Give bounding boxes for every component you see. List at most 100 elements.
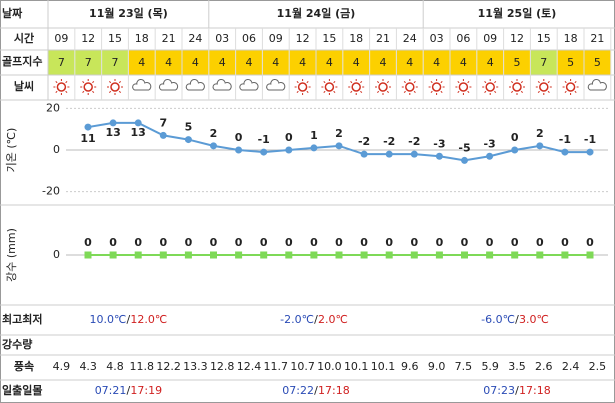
point	[84, 123, 92, 131]
point	[310, 251, 318, 259]
point	[285, 251, 293, 259]
point	[486, 251, 494, 259]
point	[536, 251, 544, 259]
value-label: -3	[433, 137, 445, 150]
point	[461, 156, 468, 164]
sun-ray	[82, 80, 85, 84]
wind: 2.4	[562, 360, 580, 373]
golf-cell	[584, 50, 611, 75]
golf-index: 4	[433, 56, 440, 69]
point	[536, 142, 544, 150]
golf-index: 4	[326, 56, 333, 69]
minmax-min: -2.0℃	[280, 313, 314, 326]
value-label: -2	[358, 135, 370, 148]
row-label: 골프지수	[2, 54, 42, 68]
sun-ray	[350, 90, 353, 94]
wind: 3.5	[508, 360, 526, 373]
sunrise: 07:21	[95, 384, 127, 397]
cloud-icon	[132, 79, 152, 91]
point	[486, 152, 494, 160]
golf-index: 4	[272, 56, 279, 69]
time: 21	[376, 32, 390, 45]
golf-index: 7	[112, 56, 119, 69]
point	[159, 251, 167, 259]
sun-ray	[306, 90, 309, 94]
golf-cell	[477, 50, 504, 75]
wind: 13.3	[183, 360, 208, 373]
time: 09	[483, 32, 497, 45]
point	[159, 131, 167, 139]
sun-ray	[323, 90, 326, 94]
value-label: 0	[360, 236, 368, 249]
value-label: -2	[408, 135, 420, 148]
point	[260, 251, 268, 259]
point	[235, 251, 243, 259]
value-label: 0	[235, 131, 243, 144]
sun-icon	[512, 82, 522, 92]
wind: 4.9	[53, 360, 71, 373]
sun-icon	[485, 82, 495, 92]
cloud-icon	[158, 79, 179, 91]
sun-ray	[413, 80, 416, 84]
cloud-icon	[239, 79, 259, 91]
sun-ray	[386, 90, 390, 94]
sun-ray	[413, 90, 416, 94]
value-label: -2	[383, 135, 395, 148]
sun-ray	[323, 80, 326, 84]
value-label: -1	[559, 133, 571, 146]
point	[235, 146, 243, 154]
golf-cell	[396, 50, 423, 75]
value-label: 0	[486, 236, 494, 249]
sun-ray	[467, 90, 470, 94]
sun-ray	[360, 80, 363, 84]
sun-icon	[405, 82, 415, 92]
value-label: 2	[210, 127, 218, 140]
row-label: 풍속	[14, 360, 34, 373]
sun-ray	[360, 90, 363, 94]
golf-cell	[530, 50, 557, 75]
point	[210, 251, 217, 259]
y-tick-label: 0	[53, 143, 60, 156]
wind: 10.7	[290, 360, 315, 373]
value-label: 0	[536, 236, 544, 249]
golf-cell	[102, 50, 128, 75]
golf-cell	[504, 50, 530, 75]
point	[109, 251, 117, 259]
minmax-max: 2.0℃	[318, 313, 348, 326]
golf-index: 4	[487, 56, 494, 69]
sun-ray	[55, 80, 58, 84]
wind: 9.0	[428, 360, 446, 373]
time: 03	[430, 32, 444, 45]
minmax-min: -6.0℃	[481, 313, 515, 326]
golf-cell	[343, 50, 370, 75]
point	[511, 146, 519, 154]
point	[335, 251, 343, 259]
row-label: 날짜	[2, 6, 23, 20]
y-tick-label: -20	[42, 185, 60, 198]
time: 15	[108, 32, 122, 45]
sun-ray	[537, 90, 540, 94]
value-label: 0	[461, 236, 469, 249]
value-label: 0	[285, 131, 293, 144]
sun-ray	[118, 80, 122, 84]
sun-icon	[431, 82, 442, 92]
wind: 10.1	[344, 360, 369, 373]
golf-index: 4	[353, 56, 360, 69]
value-label: -5	[458, 141, 470, 154]
golf-cell	[316, 50, 343, 75]
point	[561, 251, 569, 259]
point	[109, 119, 117, 127]
wind: 10.0	[317, 360, 342, 373]
sun-ray	[108, 90, 112, 94]
value-label: 0	[310, 236, 318, 249]
sun-icon	[565, 82, 576, 92]
point	[134, 251, 142, 259]
time: 12	[510, 32, 524, 45]
sun-ray	[108, 80, 112, 84]
point	[511, 251, 519, 259]
wind: 11.7	[264, 360, 289, 373]
golf-index: 7	[58, 56, 65, 69]
golf-cell	[289, 50, 316, 75]
time: 12	[296, 32, 310, 45]
time: 18	[564, 32, 578, 45]
